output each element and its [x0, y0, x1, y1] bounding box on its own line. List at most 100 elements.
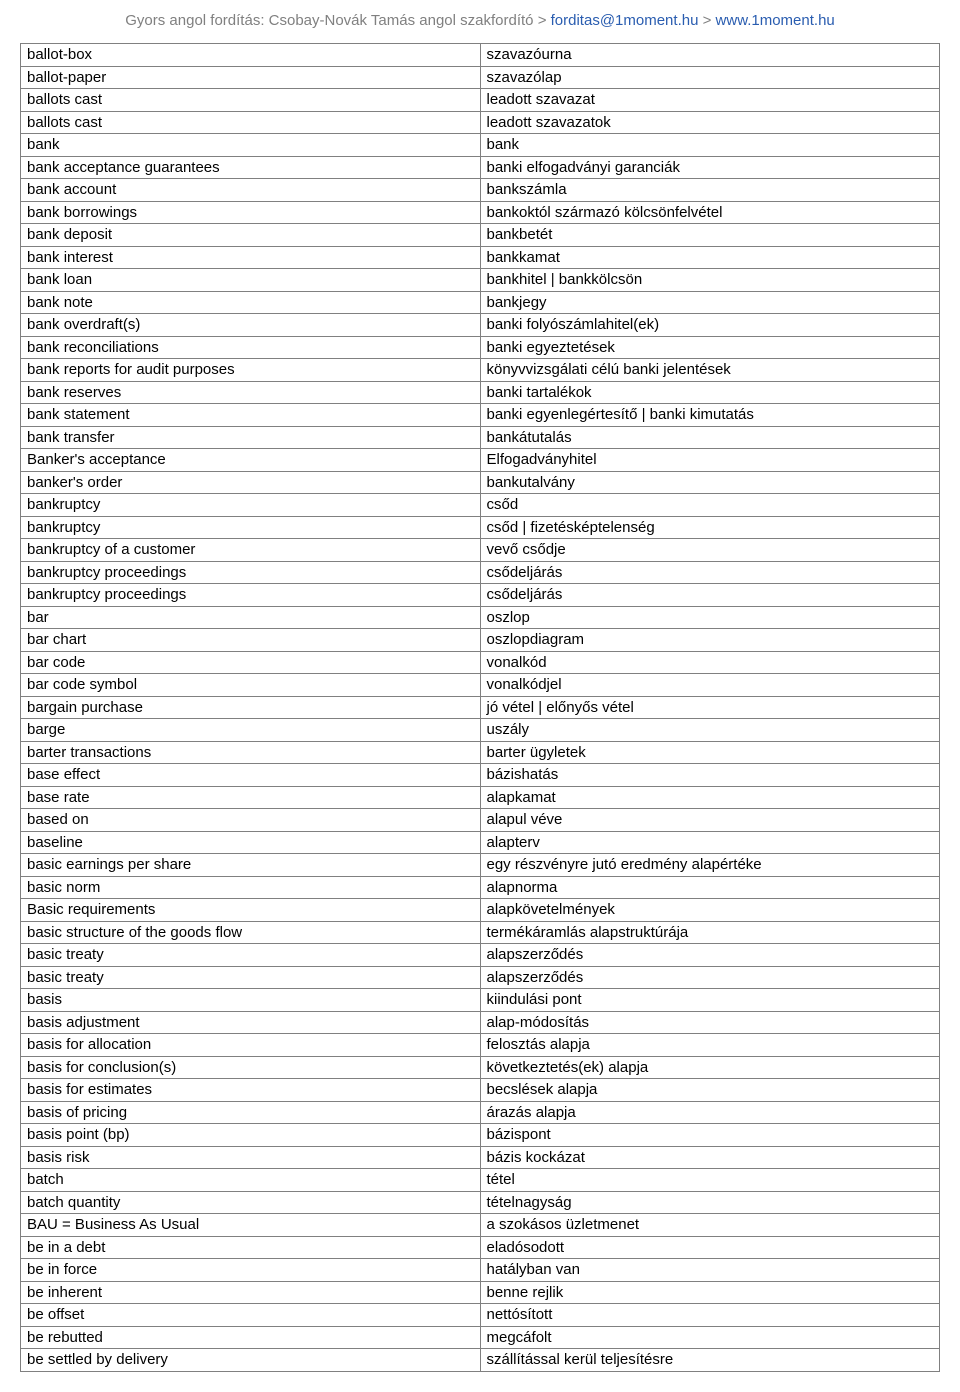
table-row: bank reservesbanki tartalékok: [21, 381, 940, 404]
table-row: barter transactionsbarter ügyletek: [21, 741, 940, 764]
table-row: basiskiindulási pont: [21, 989, 940, 1012]
hungarian-term: bankutalvány: [480, 471, 940, 494]
english-term: bank: [21, 134, 481, 157]
english-term: be inherent: [21, 1281, 481, 1304]
english-term: bankruptcy proceedings: [21, 561, 481, 584]
table-row: ballot-boxszavazóurna: [21, 44, 940, 67]
header-site-link[interactable]: www.1moment.hu: [716, 12, 835, 29]
table-row: ballots castleadott szavazat: [21, 89, 940, 112]
english-term: basis: [21, 989, 481, 1012]
english-term: bankruptcy: [21, 516, 481, 539]
hungarian-term: barter ügyletek: [480, 741, 940, 764]
table-row: basis for allocationfelosztás alapja: [21, 1034, 940, 1057]
table-row: bargeuszály: [21, 719, 940, 742]
table-row: bankruptcycsőd: [21, 494, 940, 517]
hungarian-term: bankátutalás: [480, 426, 940, 449]
english-term: be offset: [21, 1304, 481, 1327]
table-row: be in forcehatályban van: [21, 1259, 940, 1282]
hungarian-term: bankszámla: [480, 179, 940, 202]
table-row: Banker's acceptanceElfogadványhitel: [21, 449, 940, 472]
table-row: bar codevonalkód: [21, 651, 940, 674]
hungarian-term: bankkamat: [480, 246, 940, 269]
hungarian-term: jó vétel | előnyős vétel: [480, 696, 940, 719]
hungarian-term: csődeljárás: [480, 561, 940, 584]
english-term: bank account: [21, 179, 481, 202]
hungarian-term: csőd: [480, 494, 940, 517]
hungarian-term: megcáfolt: [480, 1326, 940, 1349]
english-term: banker's order: [21, 471, 481, 494]
table-row: bank depositbankbetét: [21, 224, 940, 247]
english-term: bankruptcy: [21, 494, 481, 517]
table-row: bankruptcycsőd | fizetésképtelenség: [21, 516, 940, 539]
table-row: basic treatyalapszerződés: [21, 944, 940, 967]
hungarian-term: bázispont: [480, 1124, 940, 1147]
english-term: basis of pricing: [21, 1101, 481, 1124]
english-term: batch: [21, 1169, 481, 1192]
header-email-link[interactable]: forditas@1moment.hu: [551, 12, 699, 29]
hungarian-term: árazás alapja: [480, 1101, 940, 1124]
english-term: bar chart: [21, 629, 481, 652]
table-row: ballots castleadott szavazatok: [21, 111, 940, 134]
english-term: be in force: [21, 1259, 481, 1282]
hungarian-term: vevő csődje: [480, 539, 940, 562]
english-term: bank deposit: [21, 224, 481, 247]
english-term: bar: [21, 606, 481, 629]
hungarian-term: alapkövetelmények: [480, 899, 940, 922]
table-row: basis riskbázis kockázat: [21, 1146, 940, 1169]
english-term: be rebutted: [21, 1326, 481, 1349]
table-row: batch quantitytételnagyság: [21, 1191, 940, 1214]
table-row: bank statementbanki egyenlegértesítő | b…: [21, 404, 940, 427]
english-term: bank note: [21, 291, 481, 314]
table-row: basis point (bp)bázispont: [21, 1124, 940, 1147]
hungarian-term: bankoktól származó kölcsönfelvétel: [480, 201, 940, 224]
hungarian-term: hatályban van: [480, 1259, 940, 1282]
hungarian-term: bázis kockázat: [480, 1146, 940, 1169]
english-term: bank reserves: [21, 381, 481, 404]
english-term: basis for estimates: [21, 1079, 481, 1102]
table-row: bank notebankjegy: [21, 291, 940, 314]
english-term: based on: [21, 809, 481, 832]
english-term: basis risk: [21, 1146, 481, 1169]
hungarian-term: alapszerződés: [480, 966, 940, 989]
english-term: bank acceptance guarantees: [21, 156, 481, 179]
hungarian-term: csőd | fizetésképtelenség: [480, 516, 940, 539]
table-row: bank reports for audit purposeskönyvvizs…: [21, 359, 940, 382]
hungarian-term: uszály: [480, 719, 940, 742]
hungarian-term: banki egyenlegértesítő | banki kimutatás: [480, 404, 940, 427]
hungarian-term: felosztás alapja: [480, 1034, 940, 1057]
hungarian-term: leadott szavazat: [480, 89, 940, 112]
english-term: bank reports for audit purposes: [21, 359, 481, 382]
table-row: bank interestbankkamat: [21, 246, 940, 269]
table-row: basis for conclusion(s)következtetés(ek)…: [21, 1056, 940, 1079]
table-row: base ratealapkamat: [21, 786, 940, 809]
table-row: bank borrowingsbankoktól származó kölcsö…: [21, 201, 940, 224]
hungarian-term: oszlopdiagram: [480, 629, 940, 652]
hungarian-term: szállítással kerül teljesítésre: [480, 1349, 940, 1372]
header-prefix: Gyors angol fordítás: Csobay-Novák Tamás…: [125, 12, 533, 29]
table-row: baselinealapterv: [21, 831, 940, 854]
hungarian-term: alapnorma: [480, 876, 940, 899]
table-row: batchtétel: [21, 1169, 940, 1192]
english-term: barter transactions: [21, 741, 481, 764]
english-term: be in a debt: [21, 1236, 481, 1259]
english-term: ballots cast: [21, 111, 481, 134]
hungarian-term: bankjegy: [480, 291, 940, 314]
table-row: baroszlop: [21, 606, 940, 629]
table-row: bar code symbolvonalkódjel: [21, 674, 940, 697]
hungarian-term: vonalkód: [480, 651, 940, 674]
english-term: basis point (bp): [21, 1124, 481, 1147]
english-term: basis adjustment: [21, 1011, 481, 1034]
table-row: bar chartoszlopdiagram: [21, 629, 940, 652]
hungarian-term: banki elfogadványi garanciák: [480, 156, 940, 179]
hungarian-term: kiindulási pont: [480, 989, 940, 1012]
table-row: basic earnings per shareegy részvényre j…: [21, 854, 940, 877]
hungarian-term: termékáramlás alapstruktúrája: [480, 921, 940, 944]
english-term: basis for allocation: [21, 1034, 481, 1057]
hungarian-term: alapkamat: [480, 786, 940, 809]
english-term: bank transfer: [21, 426, 481, 449]
hungarian-term: oszlop: [480, 606, 940, 629]
english-term: basic treaty: [21, 944, 481, 967]
dictionary-table: ballot-boxszavazóurnaballot-paperszavazó…: [20, 43, 940, 1372]
english-term: bankruptcy of a customer: [21, 539, 481, 562]
hungarian-term: Elfogadványhitel: [480, 449, 940, 472]
